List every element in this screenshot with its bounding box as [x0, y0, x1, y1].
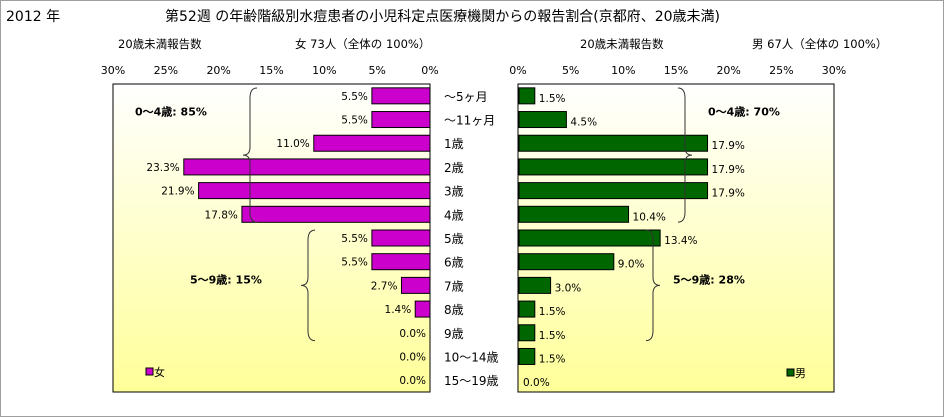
female-bar [414, 300, 431, 318]
category-label: 15〜19歳 [444, 374, 499, 388]
male-bar [518, 111, 567, 129]
male-data-label: 1.5% [539, 330, 566, 342]
category-label: 10〜14歳 [444, 350, 499, 364]
category-label: 3歳 [444, 185, 464, 199]
female-legend-swatch [145, 367, 154, 376]
female-data-label: 2.7% [371, 280, 398, 292]
male-bracket-label: 5〜9歳: 28% [673, 273, 745, 287]
male-bar [518, 229, 661, 247]
year-label: 2012 年 [6, 9, 61, 25]
male-data-label: 9.0% [618, 259, 645, 271]
category-label: 4歳 [444, 208, 464, 222]
male-legend-label: 男 [795, 367, 806, 380]
male-legend-swatch [786, 368, 795, 377]
female-data-label: 5.5% [341, 115, 368, 127]
male-bracket-0-4 [677, 87, 693, 223]
male-bar [518, 324, 536, 342]
male-bar [518, 158, 709, 176]
female-bracket-5-9 [300, 229, 316, 342]
female-bar [371, 87, 431, 105]
female-data-label: 21.9% [161, 186, 194, 198]
female-bar [371, 111, 431, 129]
category-label: 〜11ヶ月 [444, 114, 495, 128]
male-tick-label: 15% [664, 64, 688, 77]
female-tick-label: 5% [368, 64, 385, 77]
female-bar [198, 182, 431, 200]
male-data-label: 4.5% [570, 117, 597, 129]
female-bar [241, 205, 431, 223]
category-label: 8歳 [444, 303, 464, 317]
female-bracket-label: 0〜4歳: 85% [135, 105, 207, 119]
female-data-label: 0.0% [399, 375, 426, 387]
male-tick-label: 30% [822, 64, 846, 77]
category-label: 〜5ヶ月 [444, 90, 488, 104]
female-data-label: 5.5% [341, 91, 368, 103]
female-tick-label: 25% [154, 64, 178, 77]
male-data-label: 0.0% [523, 377, 550, 389]
chart-title: 第52週 の年齢階級別水痘患者の小児科定点医療機関からの報告割合(京都府、20歳… [165, 9, 721, 25]
male-bar [518, 347, 536, 365]
male-tick-label: 10% [611, 64, 635, 77]
female-tick-label: 0% [421, 64, 438, 77]
female-bar [183, 158, 431, 176]
male-bar [518, 87, 536, 105]
female-data-label: 11.0% [276, 138, 309, 150]
female-data-label: 1.4% [385, 304, 412, 316]
male-tick-label: 20% [716, 64, 740, 77]
male-data-label: 1.5% [539, 306, 566, 318]
male-data-label: 17.9% [712, 164, 745, 176]
male-bar [518, 134, 709, 152]
category-label: 7歳 [444, 279, 464, 293]
category-label: 5歳 [444, 232, 464, 246]
female-data-label: 5.5% [341, 233, 368, 245]
female-bar [313, 134, 431, 152]
female-bar [371, 229, 431, 247]
male-data-label: 1.5% [539, 93, 566, 105]
male-data-label: 13.4% [664, 235, 697, 247]
female-bracket-label: 5〜9歳: 15% [190, 273, 262, 287]
female-data-label: 0.0% [399, 328, 426, 340]
female-tick-label: 30% [101, 64, 125, 77]
female-bar [400, 276, 431, 294]
female-count-summary: 女 73人（全体の 100%） [295, 37, 431, 51]
male-bar [518, 276, 552, 294]
category-label: 6歳 [444, 256, 464, 270]
female-bar [371, 253, 431, 271]
male-tick-label: 0% [509, 64, 526, 77]
male-count-label: 20歳未満報告数 [580, 37, 664, 51]
female-data-label: 0.0% [399, 351, 426, 363]
category-label: 2歳 [444, 161, 464, 175]
female-tick-label: 10% [312, 64, 336, 77]
female-data-label: 5.5% [341, 257, 368, 269]
female-count-label: 20歳未満報告数 [118, 37, 202, 51]
category-label: 9歳 [444, 327, 464, 341]
female-bracket-0-4 [242, 87, 258, 223]
category-label: 1歳 [444, 137, 464, 151]
male-data-label: 1.5% [539, 353, 566, 365]
female-legend-label: 女 [154, 365, 165, 379]
male-tick-label: 25% [769, 64, 793, 77]
male-bar [518, 253, 615, 271]
female-tick-label: 20% [206, 64, 230, 77]
male-data-label: 17.9% [712, 188, 745, 200]
female-data-label: 23.3% [146, 162, 179, 174]
female-tick-label: 15% [259, 64, 283, 77]
male-count-summary: 男 67人（全体の 100%） [752, 37, 888, 51]
male-bracket-5-9 [645, 229, 661, 342]
male-bar [518, 182, 709, 200]
female-data-label: 17.8% [205, 209, 238, 221]
male-tick-label: 5% [562, 64, 579, 77]
male-data-label: 17.9% [712, 140, 745, 152]
male-bar [518, 300, 536, 318]
male-bracket-label: 0〜4歳: 70% [708, 105, 780, 119]
male-data-label: 10.4% [633, 211, 666, 223]
male-bar [518, 205, 630, 223]
male-data-label: 3.0% [555, 282, 582, 294]
